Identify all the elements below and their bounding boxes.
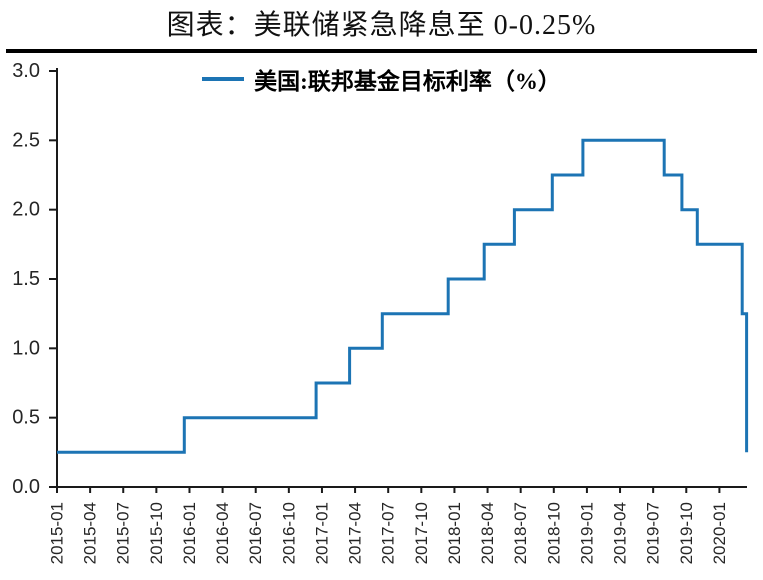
x-tick-label: 2018-07 (511, 502, 530, 564)
y-tick-label: 1.5 (12, 268, 40, 290)
x-tick-label: 2019-07 (644, 502, 663, 564)
x-tick-label: 2017-10 (412, 502, 431, 564)
y-axis-ticks: 0.0 0.5 1.0 1.5 2.0 2.5 3.0 (12, 60, 57, 498)
x-tick-label: 2019-10 (677, 502, 696, 564)
rate-step-line (57, 138, 749, 454)
x-tick-label: 2018-04 (478, 502, 497, 564)
y-tick-label: 0.5 (12, 407, 40, 429)
x-tick-label: 2019-01 (577, 502, 596, 564)
x-tick-label: 2017-04 (346, 502, 365, 564)
y-tick-label: 1.0 (12, 337, 40, 359)
x-tick-label: 2015-04 (81, 502, 100, 564)
x-tick-label: 2016-07 (246, 502, 265, 564)
legend-line-swatch (202, 77, 245, 81)
y-tick-label: 2.0 (12, 199, 40, 221)
title-divider (6, 49, 757, 53)
y-tick-label: 3.0 (12, 60, 40, 82)
x-tick-label: 2016-10 (279, 502, 298, 564)
x-tick-label: 2015-07 (114, 502, 133, 564)
y-tick-label: 0.0 (12, 476, 40, 498)
x-tick-label: 2016-04 (213, 502, 232, 564)
x-tick-label: 2016-01 (180, 502, 199, 564)
x-tick-label: 2018-01 (445, 502, 464, 564)
x-tick-label: 2017-01 (312, 502, 331, 564)
x-tick-label: 2018-10 (544, 502, 563, 564)
legend: 美国:联邦基金目标利率（%） (0, 62, 763, 96)
axes (56, 68, 747, 488)
legend-label: 美国:联邦基金目标利率（%） (254, 69, 561, 94)
x-tick-label: 2015-01 (48, 502, 67, 564)
x-axis-ticks: 2015-01 2015-04 2015-07 2015-10 2016-01 2016-… (48, 487, 729, 564)
x-tick-label: 2019-04 (611, 502, 630, 564)
x-tick-label: 2017-07 (379, 502, 398, 564)
x-tick-label: 2015-10 (147, 502, 166, 564)
x-tick-label: 2020-01 (710, 502, 729, 564)
chart-title: 图表：美联储紧急降息至 0-0.25% (166, 10, 597, 41)
y-tick-label: 2.5 (12, 129, 40, 151)
